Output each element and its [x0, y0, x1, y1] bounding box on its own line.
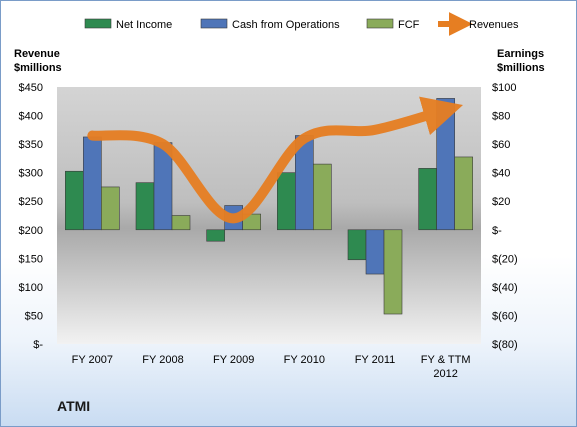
- right-axis-title: Earnings $millions: [497, 48, 545, 74]
- bar-cash-from-operations: [365, 229, 385, 275]
- x-tick-label: FY 2007: [72, 354, 113, 366]
- bar-fcf: [454, 156, 473, 231]
- bar-cash-from-operations: [436, 98, 455, 231]
- bar-fcf: [313, 163, 332, 231]
- bar-net-income: [347, 229, 367, 261]
- x-tick-label: FY & TTM 2012: [421, 354, 471, 380]
- left-tick-label: $50: [25, 310, 43, 322]
- left-tick-label: $350: [19, 139, 43, 151]
- legend: Net Income Cash from Operations FCF Revenue…: [84, 12, 519, 36]
- right-tick-label: $100: [492, 82, 516, 94]
- series-line-revenues: [87, 96, 463, 224]
- bar-net-income: [418, 168, 437, 231]
- right-tick-label: $60: [492, 139, 510, 151]
- x-tick-label: FY 2009: [213, 354, 254, 366]
- legend-label-cash-from-operations: Cash from Operations: [232, 19, 340, 31]
- legend-swatch-fcf: [366, 18, 394, 29]
- right-tick-label: $(80): [492, 339, 518, 351]
- left-axis-title: Revenue $millions: [14, 48, 62, 74]
- company-label: ATMI: [57, 398, 90, 414]
- left-tick-label: $400: [19, 111, 43, 123]
- legend-label-revenues: Revenues: [469, 19, 519, 31]
- bar-net-income: [135, 182, 155, 231]
- bar-fcf: [101, 186, 120, 231]
- x-tick-label: FY 2010: [284, 354, 325, 366]
- right-tick-label: $-: [492, 225, 502, 237]
- legend-label-fcf: FCF: [398, 19, 420, 31]
- bar-fcf: [171, 215, 191, 231]
- right-tick-label: $20: [492, 196, 510, 208]
- left-tick-label: $100: [19, 282, 43, 294]
- left-tick-label: $450: [19, 82, 43, 94]
- plot-area: [57, 87, 481, 344]
- left-tick-label: $200: [19, 225, 43, 237]
- right-axis-ticks: $100 $80 $60 $40 $20 $- $(20) $(40) $(60) $(80): [492, 82, 518, 351]
- x-axis-ticks: FY 2007 FY 2008 FY 2009 FY 2010 FY 2011 FY & …: [72, 354, 471, 380]
- left-tick-label: $150: [19, 253, 43, 265]
- legend-label-net-income: Net Income: [116, 19, 172, 31]
- x-tick-label: FY 2008: [142, 354, 183, 366]
- bar-net-income: [206, 229, 225, 242]
- x-tick-label: FY 2011: [355, 354, 396, 366]
- right-tick-label: $(20): [492, 253, 518, 265]
- legend-swatch-cash-from-operations: [200, 18, 228, 29]
- right-tick-label: $(40): [492, 282, 518, 294]
- left-tick-label: $-: [33, 339, 43, 351]
- left-tick-label: $250: [19, 196, 43, 208]
- right-tick-label: $40: [492, 168, 510, 180]
- bar-net-income: [277, 172, 296, 231]
- right-tick-label: $80: [492, 111, 510, 123]
- left-axis-ticks: $450 $400 $350 $300 $250 $200 $150 $100 $50 $-: [19, 82, 44, 351]
- left-tick-label: $300: [19, 168, 43, 180]
- bar-cash-from-operations: [83, 136, 102, 231]
- bar-fcf: [383, 229, 403, 315]
- right-tick-label: $(60): [492, 310, 518, 322]
- bar-net-income: [65, 170, 84, 231]
- legend-swatch-net-income: [84, 18, 112, 29]
